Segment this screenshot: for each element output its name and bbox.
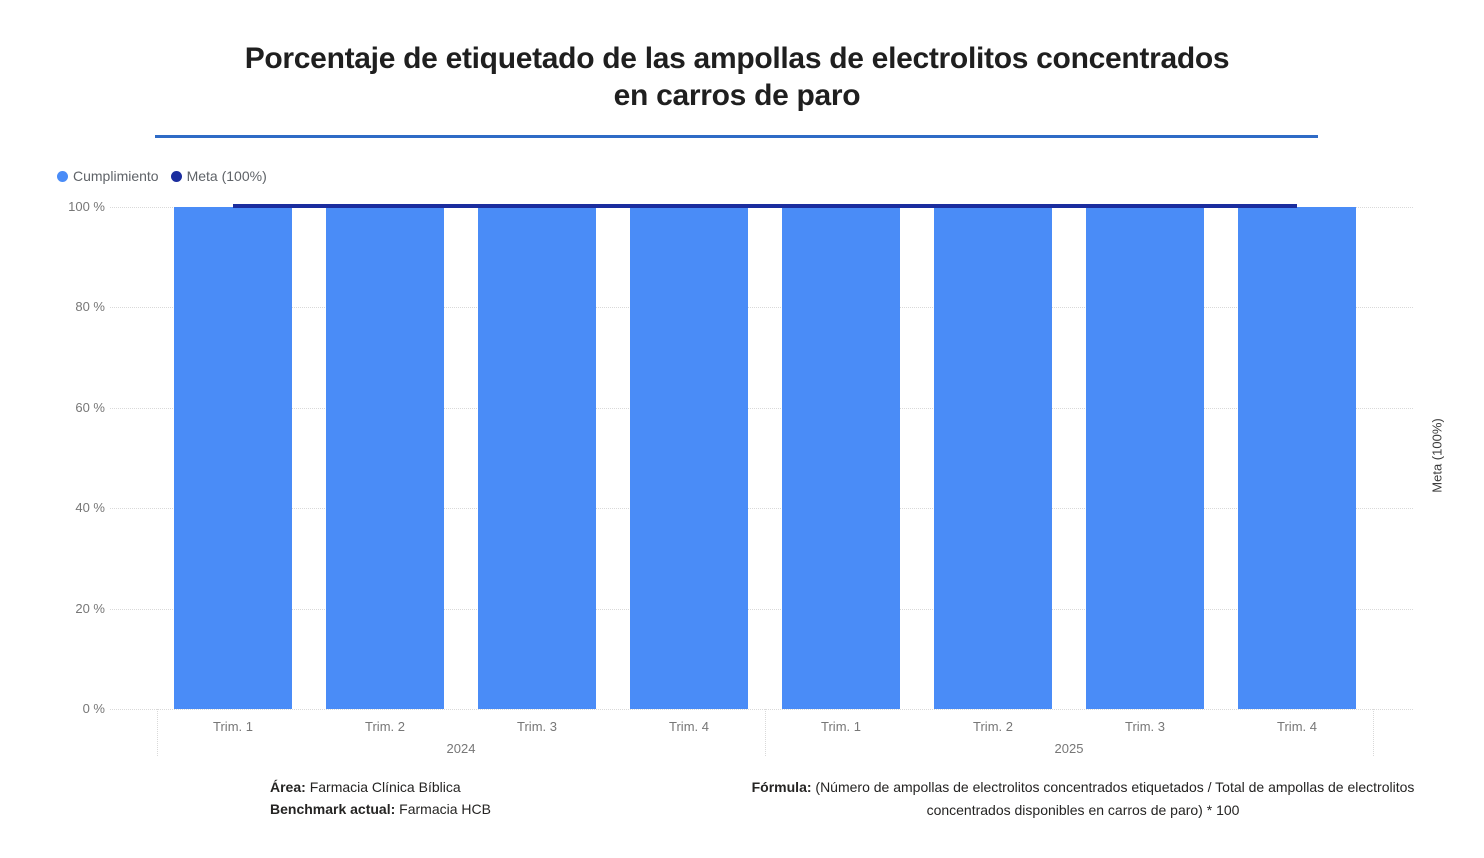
benchmark-label: Benchmark actual:: [270, 801, 396, 817]
formula-label: Fórmula:: [751, 779, 812, 795]
bar-cumplimiento[interactable]: [174, 207, 292, 709]
x-axis-tick-label: Trim. 2: [365, 719, 405, 734]
benchmark-row: Benchmark actual: Farmacia HCB: [270, 798, 690, 820]
x-axis-tick-label: Trim. 1: [821, 719, 861, 734]
bar-cumplimiento[interactable]: [478, 207, 596, 709]
y-gridline: [110, 608, 1413, 610]
secondary-y-axis-title: Meta (100%): [1429, 418, 1445, 493]
chart-title-line2: en carros de paro: [613, 79, 861, 112]
footer-formula-block: Fórmula: (Número de ampollas de electrol…: [738, 776, 1428, 822]
legend-item-meta-100[interactable]: Meta (100%): [170, 168, 267, 184]
area-row: Área: Farmacia Clínica Bíblica: [270, 776, 690, 798]
legend-label: Cumplimiento: [73, 168, 159, 184]
bar-cumplimiento[interactable]: [782, 207, 900, 709]
x-axis-tick-label: Trim. 2: [973, 719, 1013, 734]
x-axis-year-label: 2025: [1054, 741, 1084, 756]
legend-label: Meta (100%): [186, 168, 267, 184]
y-gridline: [110, 508, 1413, 510]
y-axis-tick-label: 60 %: [75, 399, 105, 415]
year-separator: [765, 709, 766, 756]
year-separator: [157, 709, 158, 756]
x-axis-year-label: 2024: [446, 741, 476, 756]
area-label: Área:: [270, 779, 306, 795]
y-gridline: [110, 407, 1413, 409]
x-axis-tick-label: Trim. 4: [669, 719, 709, 734]
legend-dot-icon: [57, 170, 68, 182]
chart-title: Porcentaje de etiquetado de las ampollas…: [155, 40, 1319, 114]
legend-item-cumplimiento[interactable]: Cumplimiento: [57, 168, 159, 184]
x-axis-tick-label: Trim. 1: [213, 719, 253, 734]
y-gridline: [110, 307, 1413, 309]
formula-value: (Número de ampollas de electrolitos conc…: [815, 779, 1415, 818]
benchmark-value: Farmacia HCB: [399, 801, 491, 817]
y-gridline: [110, 709, 1413, 710]
bar-cumplimiento[interactable]: [934, 207, 1052, 709]
area-value: Farmacia Clínica Bíblica: [309, 779, 461, 795]
title-rule: [155, 135, 1318, 138]
legend-dot-icon: [170, 170, 182, 182]
chart-legend: Cumplimiento Meta (100%): [57, 168, 267, 184]
x-axis-tick-label: Trim. 4: [1277, 719, 1317, 734]
footer-area-block: Área: Farmacia Clínica Bíblica Benchmark…: [270, 776, 690, 820]
bar-cumplimiento[interactable]: [326, 207, 444, 709]
y-axis-tick-label: 40 %: [75, 500, 105, 516]
bar-cumplimiento[interactable]: [630, 207, 748, 709]
year-separator: [1373, 709, 1374, 756]
meta-target-line[interactable]: [233, 204, 1297, 208]
chart-title-line1: Porcentaje de etiquetado de las ampollas…: [244, 42, 1230, 75]
y-axis-tick-label: 0 %: [82, 701, 105, 716]
bar-cumplimiento[interactable]: [1086, 207, 1204, 709]
y-axis-tick-label: 20 %: [75, 600, 105, 616]
bar-cumplimiento[interactable]: [1238, 207, 1356, 709]
x-axis-tick-label: Trim. 3: [1125, 719, 1165, 734]
y-axis-tick-label: 100 %: [68, 199, 105, 214]
y-axis-tick-label: 80 %: [75, 299, 105, 315]
x-axis-tick-label: Trim. 3: [517, 719, 557, 734]
